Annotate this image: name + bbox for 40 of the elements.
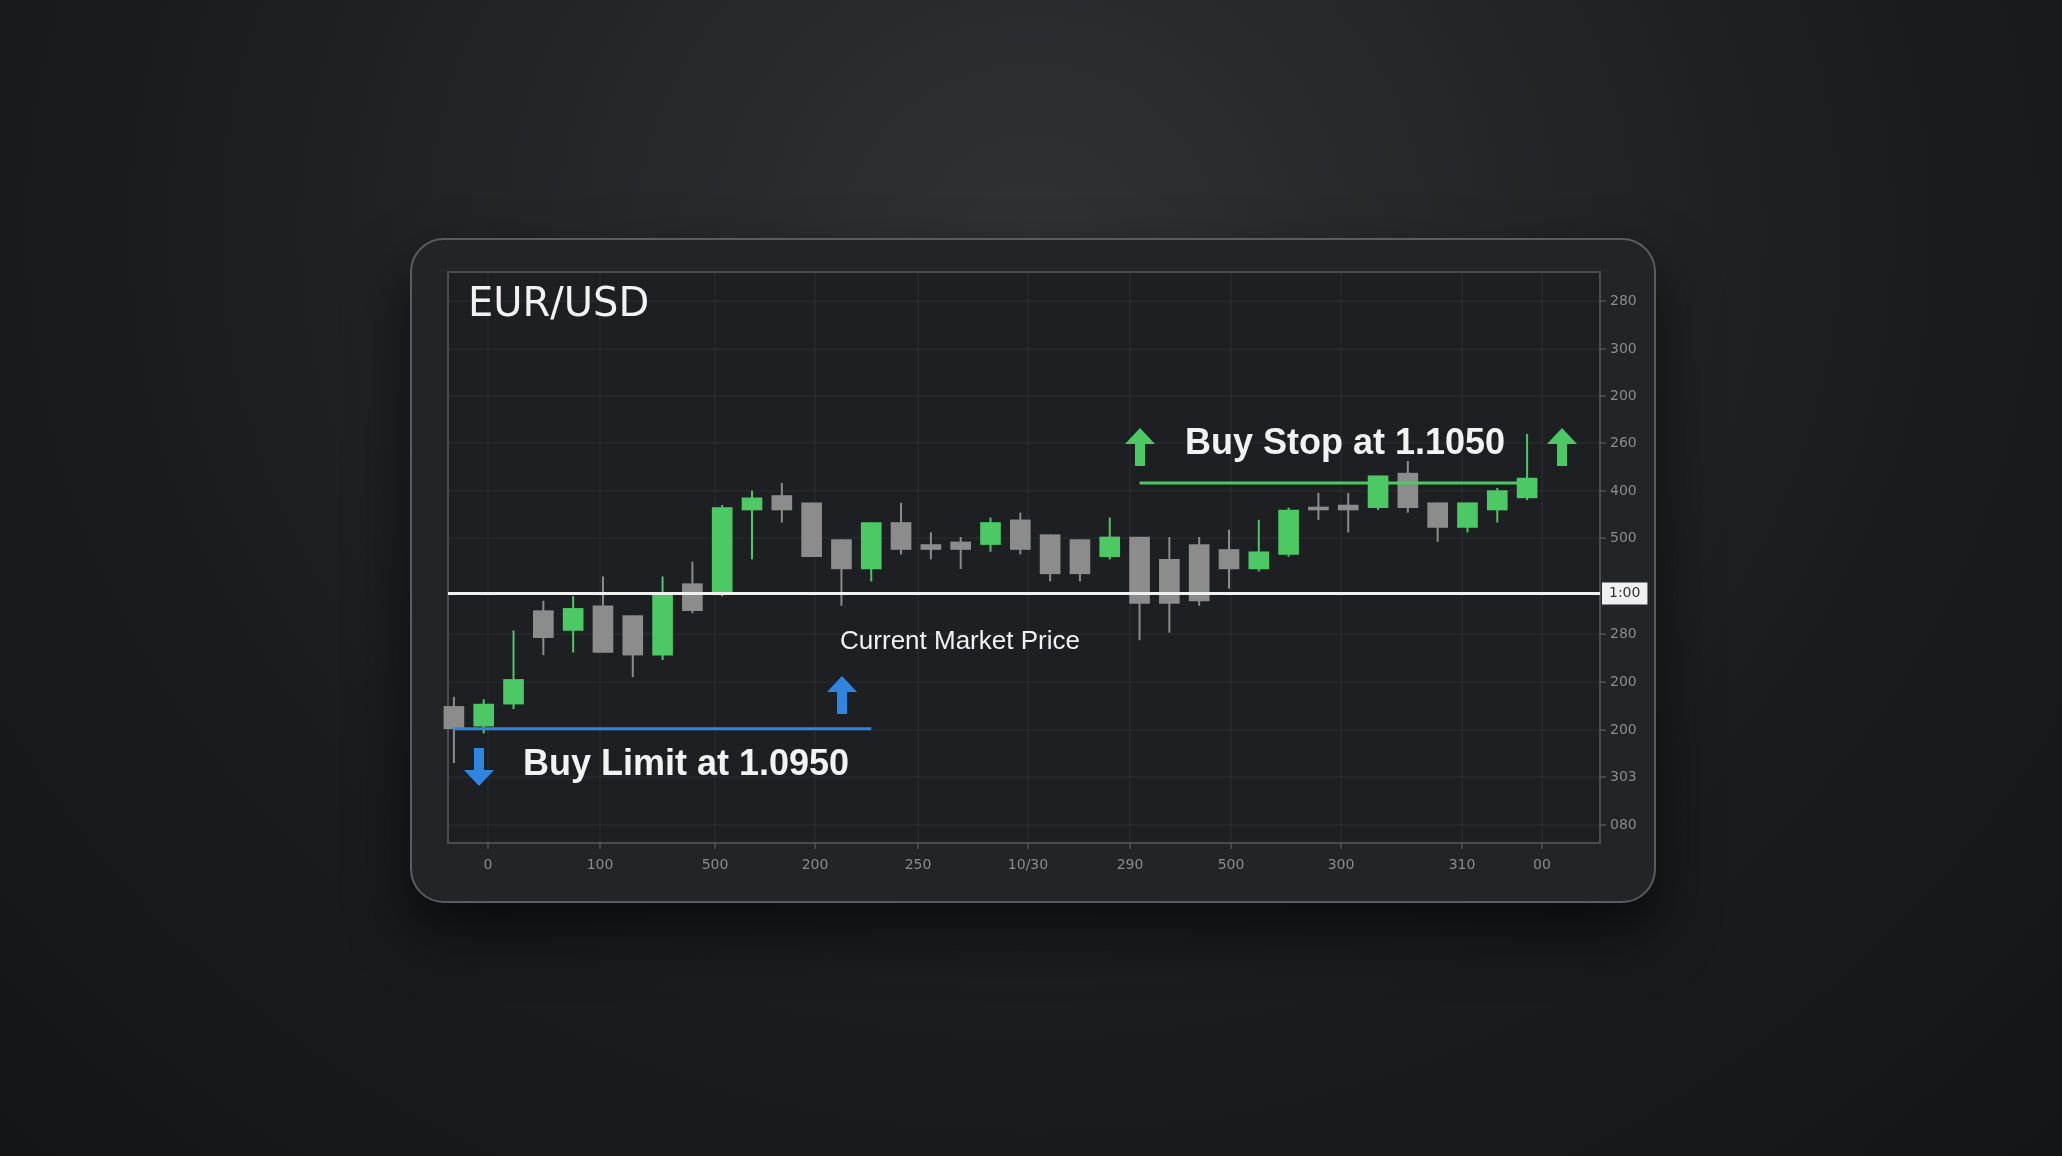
text: 200 — [1610, 720, 1637, 737]
text: 10/30 — [1007, 855, 1049, 872]
text: 100 — [586, 855, 614, 872]
annotation: Buy Limit at 1.0950 — [522, 741, 850, 783]
candlestick — [741, 489, 763, 561]
text: 500 — [701, 855, 729, 872]
candlestick — [1099, 516, 1121, 561]
text: 300 — [1610, 339, 1637, 356]
text: 500 — [1217, 855, 1245, 872]
text: 00 — [1533, 855, 1551, 872]
text: 200 — [801, 855, 829, 872]
annotation: Buy Stop at 1.1050 — [1184, 420, 1506, 462]
text: 200 — [1610, 386, 1637, 403]
text: 400 — [1610, 481, 1637, 498]
candlestick — [1337, 491, 1359, 534]
text: 260 — [1610, 433, 1637, 450]
text: 280 — [1610, 291, 1637, 308]
text: 0 — [483, 855, 493, 872]
text: 300 — [1327, 855, 1355, 872]
text: 280 — [1610, 624, 1637, 641]
candlestick — [473, 698, 495, 735]
text: 200 — [1610, 672, 1637, 689]
candlestick — [562, 595, 584, 654]
candlestick — [950, 535, 972, 570]
text: 080 — [1610, 815, 1637, 832]
candlestick — [1486, 486, 1508, 524]
chart-title: EUR/USD — [468, 279, 650, 326]
text: 1:00 — [1609, 584, 1641, 601]
candlestick — [443, 695, 465, 764]
text: 250 — [904, 855, 932, 872]
text: 290 — [1116, 855, 1144, 872]
candlestick — [1248, 518, 1270, 573]
text: 500 — [1610, 528, 1637, 545]
annotation: Current Market Price — [840, 625, 1080, 656]
candlestick — [920, 531, 942, 561]
candlestick — [980, 516, 1001, 553]
candlestick — [1218, 528, 1240, 590]
text: 310 — [1448, 855, 1476, 872]
text: 303 — [1610, 767, 1637, 784]
candlestick — [771, 482, 793, 524]
